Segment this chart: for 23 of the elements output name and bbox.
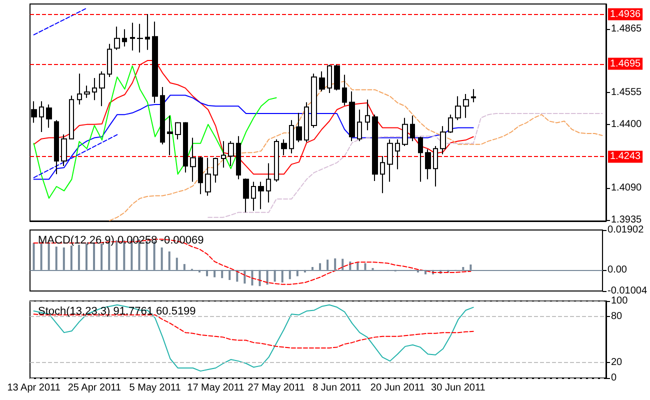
y-tick-label: 1.4090 [611,182,642,194]
x-tick-label: 25 Apr 2011 [68,382,122,394]
ref-line-label: 1.4243 [610,151,642,162]
y-tick-label: 80 [611,310,623,322]
y-tick-label: 0 [611,372,617,384]
x-tick-label: 27 May 2011 [248,382,306,394]
y-tick-label: 1.3935 [611,214,642,226]
x-tick-label: 13 Apr 2011 [7,382,61,394]
y-tick-label: 1.4865 [611,23,642,34]
y-tick-label: 0.00 [608,264,628,276]
ref-line-label: 1.4695 [610,58,642,70]
y-tick-label: -0.01004 [608,286,648,296]
y-tick-label: 1.4555 [611,87,642,98]
ref-line-label: 1.4936 [610,8,642,20]
x-tick-label: 17 May 2011 [187,382,245,394]
y-tick-label: 20 [611,357,623,368]
y-tick-label: 100 [611,296,628,306]
x-tick-label: 20 Jun 2011 [370,382,426,394]
y-tick-label: 1.4400 [611,118,642,130]
x-tick-label: 5 May 2011 [129,382,182,394]
y-tick-label: 0.01902 [608,224,644,236]
x-tick-label: 8 Jun 2011 [312,382,362,394]
x-tick-label: 30 Jun 2011 [431,382,486,394]
